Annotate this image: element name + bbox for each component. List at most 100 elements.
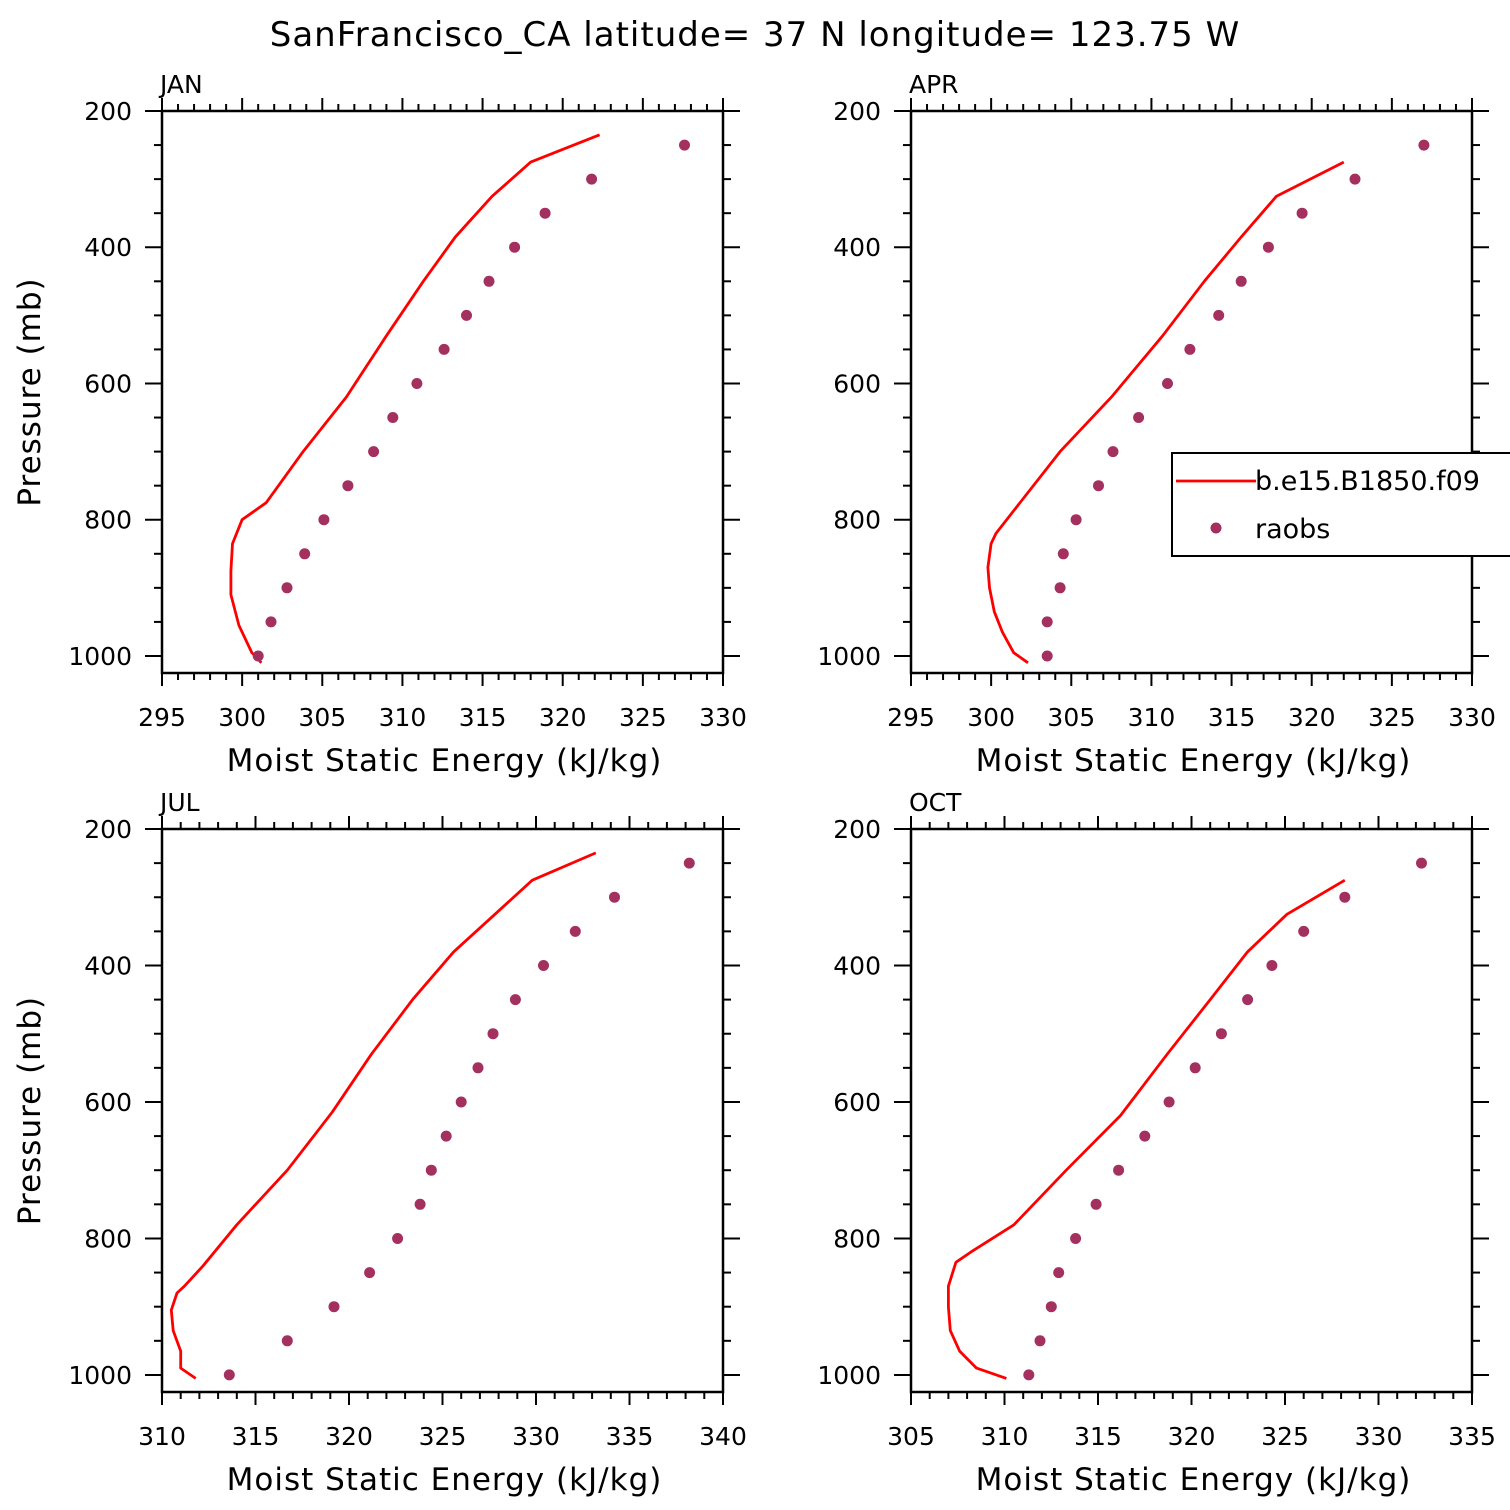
raobs-point [586,173,598,185]
y-tick-label: 400 [833,233,881,262]
y-tick-label: 800 [84,506,132,535]
raobs-point [411,378,423,389]
legend: b.e15.B1850.f09 raobs [1171,452,1510,557]
plot-frame [160,827,725,1394]
model-series-line [947,878,1346,1380]
y-tick-label: 1000 [817,1361,881,1390]
x-tick-label: 335 [1448,1422,1496,1451]
raobs-point [1296,207,1308,219]
legend-obs-label: raobs [1255,514,1330,545]
model-series-line [229,133,601,664]
panel-jul: 310 315 320 325 330 335 340 200 400 600 800 1000 JUL… [12,788,747,1498]
raobs-point [1090,1198,1102,1210]
y-tick-label: 400 [84,951,132,980]
raobs-point [1034,1335,1046,1347]
x-tick-label: 315 [459,703,507,732]
raobs-point [509,994,521,1006]
x-axis-label: Moist Static Energy (kJ/kg) [976,1462,1412,1498]
x-tick-label: 325 [419,1422,467,1451]
x-tick-label: 320 [325,1422,373,1451]
raobs-point [472,1062,484,1074]
raobs-point [455,1096,467,1108]
model-series-line [169,851,597,1380]
raobs-point [1139,1130,1151,1142]
raobs-point [483,275,495,287]
legend-model-label: b.e15.B1850.f09 [1255,466,1480,497]
raobs-point [252,650,264,662]
raobs-point [223,1369,235,1381]
raobs-point [265,616,277,628]
x-tick-label: 320 [1168,1422,1216,1451]
y-tick-label: 1000 [817,642,881,671]
raobs-point [1093,480,1104,492]
x-tick-label: 315 [232,1422,280,1451]
raobs-point [1162,378,1173,389]
legend-box [1171,452,1510,557]
raobs-point [1023,1369,1035,1381]
x-tick-label: 330 [699,703,747,732]
legend-obs-marker [1210,522,1222,534]
raobs-point [1184,343,1196,355]
raobs-point [1113,1164,1125,1176]
raobs-point [609,891,620,903]
raobs-point [461,309,472,321]
raobs-point [1045,1301,1057,1313]
raobs-point [1053,1267,1065,1279]
raobs-point [1057,548,1069,560]
raobs-point [299,548,311,560]
raobs-point [1107,446,1119,458]
y-tick-label: 600 [84,369,132,398]
y-tick-label: 800 [833,1224,881,1253]
y-tick-label: 1000 [68,642,132,671]
x-tick-label: 340 [699,1422,747,1451]
y-tick-label: 200 [833,815,881,844]
x-tick-label: 330 [1355,1422,1403,1451]
raobs-point [1215,1028,1227,1040]
x-tick-label: 320 [1288,703,1336,732]
x-tick-label: 300 [218,703,266,732]
y-tick-label: 200 [84,97,132,126]
x-tick-label: 305 [1047,703,1095,732]
raobs-point [1235,275,1247,287]
x-tick-label: 310 [138,1422,186,1451]
x-tick-label: 310 [1128,703,1176,732]
raobs-point [1266,960,1278,971]
y-tick-label: 400 [84,233,132,262]
raobs-point [1349,173,1361,185]
raobs-point [368,446,380,458]
y-tick-label: 800 [84,1224,132,1253]
raobs-point [1041,650,1053,662]
raobs-point [414,1198,426,1210]
x-tick-label: 295 [138,703,186,732]
plot-frame [909,109,1474,675]
raobs-point [1070,514,1082,526]
raobs-point [509,241,521,253]
panels-group: 295 300 305 310 315 320 325 330 200 400 600 800 1000… [12,70,1496,1498]
x-tick-label: 300 [967,703,1015,732]
y-tick-label: 800 [833,506,881,535]
panel-oct: 305 310 315 320 325 330 335 200 400 600 800 1000 OCT… [817,788,1495,1498]
y-axis-label: Pressure (mb) [12,277,48,506]
figure-title: SanFrancisco_CA latitude= 37 N longitude… [270,15,1241,55]
raobs-point [318,514,330,526]
raobs-point [683,857,695,869]
x-tick-label: 320 [539,703,587,732]
plot-frame [160,109,725,675]
y-tick-label: 200 [84,815,132,844]
raobs-point [538,960,549,971]
raobs-point [569,925,581,937]
x-tick-label: 305 [298,703,346,732]
y-tick-label: 600 [84,1088,132,1117]
raobs-point [1041,616,1053,628]
raobs-point [342,480,354,492]
model-series-line [986,160,1345,664]
x-tick-label: 315 [1208,703,1256,732]
x-tick-label: 295 [887,703,935,732]
raobs-point [1418,139,1430,151]
raobs-point [387,412,399,423]
raobs-point [1054,582,1066,594]
x-tick-label: 305 [887,1422,935,1451]
y-tick-label: 200 [833,97,881,126]
x-tick-label: 325 [619,703,667,732]
